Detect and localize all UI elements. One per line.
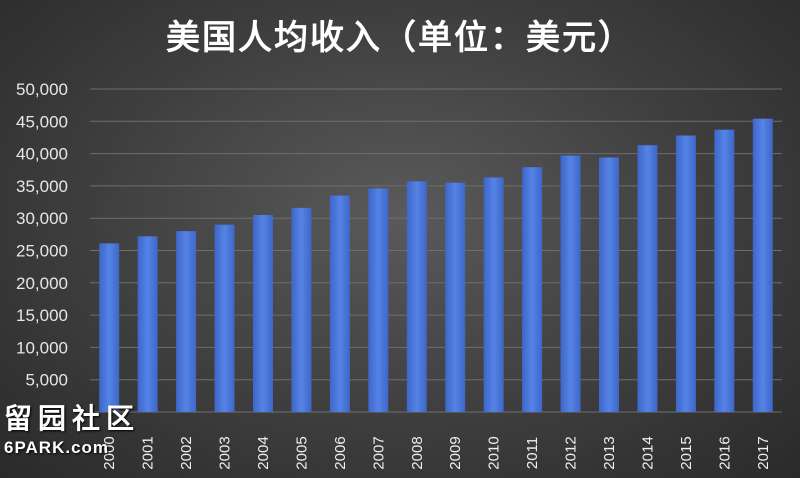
y-tick-label: 10,000 [16,338,68,357]
x-tick-label: 2013 [601,436,618,469]
bar-2006 [329,195,350,412]
x-tick-label: 2012 [563,436,580,469]
bar-2013 [599,157,619,412]
x-tick-label: 2007 [370,436,387,469]
x-tick-label: 2010 [486,436,503,469]
bar-2003 [214,224,235,412]
bar-2010 [483,177,504,412]
bar-2000 [99,243,120,412]
x-tick-label: 2002 [178,436,195,469]
bar-2012 [560,155,581,412]
y-tick-label: 45,000 [16,112,68,131]
gridlines [90,88,782,413]
bar-2015 [675,135,696,412]
bars [99,118,773,412]
y-axis: 5,000 10,000 15,000 20,000 25,000 30,000 35,00… [16,80,68,390]
bar-2008 [406,181,427,412]
watermark-site: 6PARK.com [4,438,110,457]
bar-2011 [522,167,543,412]
x-tick-label: 2017 [755,436,772,469]
y-tick-label: 35,000 [16,177,68,196]
bar-2002 [176,231,197,412]
x-tick-label: 2011 [524,437,541,469]
bar-2007 [368,188,389,412]
x-tick-label: 2008 [409,436,426,469]
bar-2001 [137,236,158,412]
y-tick-label: 50,000 [16,80,68,99]
x-tick-label: 2003 [217,436,234,469]
bar-2016 [714,129,735,412]
x-tick-label: 2015 [678,436,695,469]
bar-2014 [637,145,658,412]
bar-2009 [445,182,466,412]
bar-2017 [752,118,773,412]
bar-2005 [291,207,312,412]
y-tick-label: 15,000 [16,306,68,325]
x-tick-label: 2009 [447,436,464,469]
x-tick-label: 2000 [101,436,118,469]
x-axis: 2000 2001 2002 2003 2004 2005 2006 2007 2008 2009… [101,436,772,469]
x-tick-label: 2004 [255,436,272,469]
bar-2004 [253,214,273,412]
y-tick-label: 30,000 [16,209,68,228]
y-tick-label: 20,000 [16,274,68,293]
x-tick-label: 2001 [140,436,157,469]
x-tick-label: 2005 [293,436,310,469]
x-tick-label: 2016 [716,436,733,469]
chart-title: 美国人均收入（单位：美元） [166,18,634,58]
y-tick-label: 25,000 [16,242,68,261]
y-tick-label: 40,000 [16,145,68,164]
y-tick-label: 5,000 [25,371,68,390]
watermark: 留园社区 6PARK.com [4,404,154,464]
x-tick-label: 2014 [639,436,656,469]
x-tick-label: 2006 [332,436,349,469]
watermark-logo: 留园社区 [4,402,141,435]
